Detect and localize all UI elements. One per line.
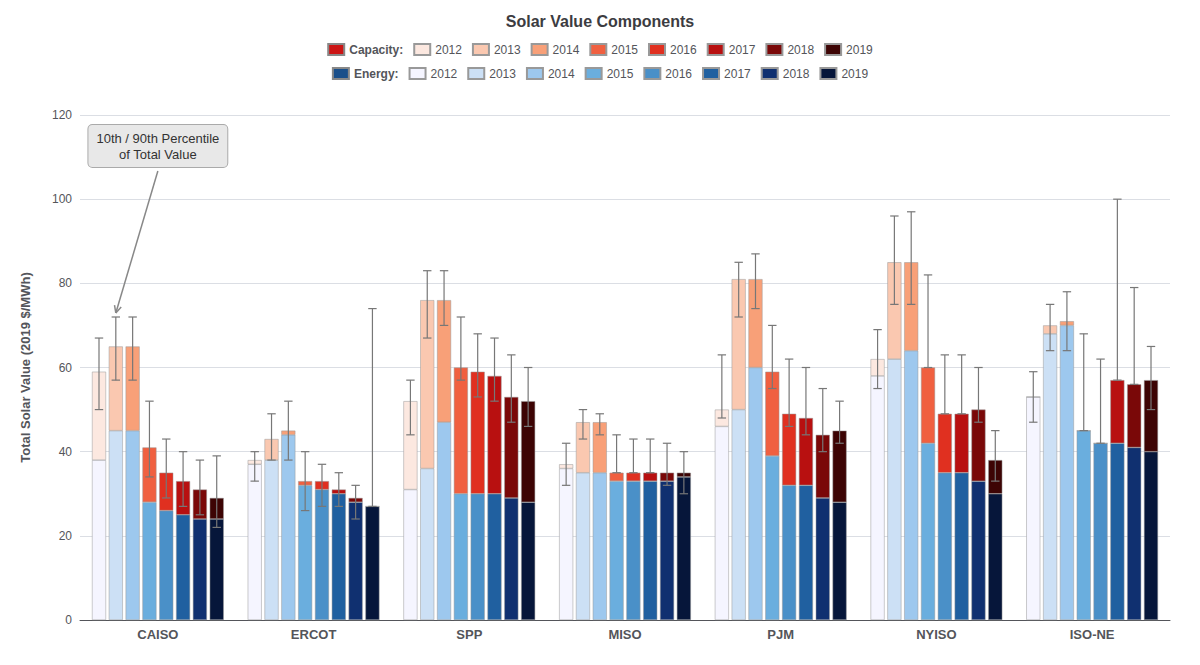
svg-text:20: 20 xyxy=(59,529,73,543)
svg-text:CAISO: CAISO xyxy=(137,627,178,642)
svg-text:Capacity:: Capacity: xyxy=(349,43,403,57)
svg-text:10th / 90th Percentile: 10th / 90th Percentile xyxy=(96,131,219,146)
svg-text:ERCOT: ERCOT xyxy=(291,627,337,642)
svg-text:40: 40 xyxy=(59,445,73,459)
svg-text:2019: 2019 xyxy=(841,67,868,81)
svg-text:2018: 2018 xyxy=(783,67,810,81)
svg-text:100: 100 xyxy=(52,192,72,206)
svg-text:SPP: SPP xyxy=(456,627,482,642)
svg-text:2019: 2019 xyxy=(846,43,873,57)
svg-text:2013: 2013 xyxy=(494,43,521,57)
svg-text:2013: 2013 xyxy=(489,67,516,81)
svg-text:2016: 2016 xyxy=(665,67,692,81)
svg-text:Total Solar Value (2019 $/MWh): Total Solar Value (2019 $/MWh) xyxy=(18,272,33,462)
svg-text:2016: 2016 xyxy=(670,43,697,57)
svg-text:2014: 2014 xyxy=(553,43,580,57)
svg-text:MISO: MISO xyxy=(608,627,641,642)
svg-text:Energy:: Energy: xyxy=(354,67,399,81)
svg-text:60: 60 xyxy=(59,361,73,375)
svg-text:of Total Value: of Total Value xyxy=(119,147,197,162)
svg-text:2017: 2017 xyxy=(729,43,756,57)
svg-text:2017: 2017 xyxy=(724,67,751,81)
svg-text:80: 80 xyxy=(59,276,73,290)
svg-text:2015: 2015 xyxy=(611,43,638,57)
svg-text:120: 120 xyxy=(52,108,72,122)
svg-text:2012: 2012 xyxy=(431,67,458,81)
svg-text:NYISO: NYISO xyxy=(916,627,956,642)
svg-text:2012: 2012 xyxy=(435,43,462,57)
svg-text:2018: 2018 xyxy=(787,43,814,57)
svg-text:ISO-NE: ISO-NE xyxy=(1070,627,1115,642)
svg-text:0: 0 xyxy=(65,613,72,627)
svg-text:2014: 2014 xyxy=(548,67,575,81)
svg-text:Solar Value Components: Solar Value Components xyxy=(506,13,695,30)
svg-text:PJM: PJM xyxy=(767,627,794,642)
svg-text:2015: 2015 xyxy=(607,67,634,81)
